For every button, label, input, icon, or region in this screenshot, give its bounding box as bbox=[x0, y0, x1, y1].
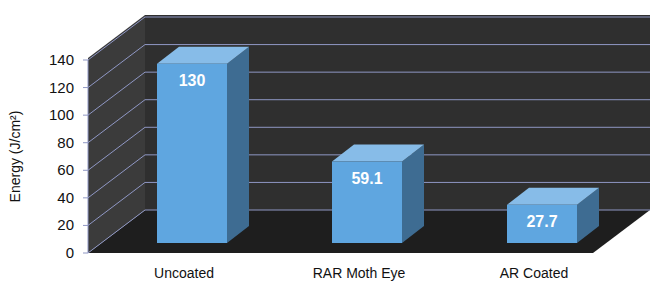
bars bbox=[157, 47, 599, 243]
axis-title: Energy (J/cm²) bbox=[7, 111, 23, 203]
category-label: Uncoated bbox=[154, 265, 214, 281]
tick-label: 140 bbox=[49, 51, 74, 68]
data-label: 27.7 bbox=[526, 213, 557, 230]
tick-mark bbox=[83, 197, 88, 198]
bar-side bbox=[227, 47, 249, 243]
labels: 130 59.1 27.7 bbox=[179, 72, 558, 230]
category-label: AR Coated bbox=[500, 265, 568, 281]
bar-group bbox=[157, 47, 249, 243]
tick-label: 0 bbox=[66, 244, 74, 261]
bar bbox=[507, 205, 577, 243]
data-label: 130 bbox=[179, 72, 206, 89]
tick-mark bbox=[83, 60, 88, 61]
tick-mark bbox=[83, 253, 88, 254]
bar-group bbox=[332, 145, 424, 243]
bar bbox=[332, 162, 402, 243]
tick-label: 40 bbox=[57, 189, 74, 206]
tick-label: 100 bbox=[49, 106, 74, 123]
bar bbox=[157, 64, 227, 243]
tick-label: 60 bbox=[57, 161, 74, 178]
tick-mark bbox=[83, 170, 88, 171]
tick-label: 80 bbox=[57, 134, 74, 151]
tick-mark bbox=[83, 142, 88, 143]
data-label: 59.1 bbox=[351, 170, 382, 187]
axis-line bbox=[88, 60, 89, 253]
bar-side bbox=[402, 145, 424, 243]
tick-mark bbox=[83, 87, 88, 88]
bar-group bbox=[507, 188, 599, 243]
category-label: RAR Moth Eye bbox=[313, 265, 406, 281]
tick-label: 120 bbox=[49, 79, 74, 96]
tick-mark bbox=[83, 115, 88, 116]
tick-label: 20 bbox=[57, 216, 74, 233]
tick-mark bbox=[83, 225, 88, 226]
bar-top bbox=[507, 188, 599, 205]
bar-top bbox=[332, 145, 424, 162]
chart: 0 20 40 60 80 100 120 140 Energy (J/cm²) 130 59.1 2… bbox=[0, 0, 650, 298]
bar-top bbox=[157, 47, 249, 64]
